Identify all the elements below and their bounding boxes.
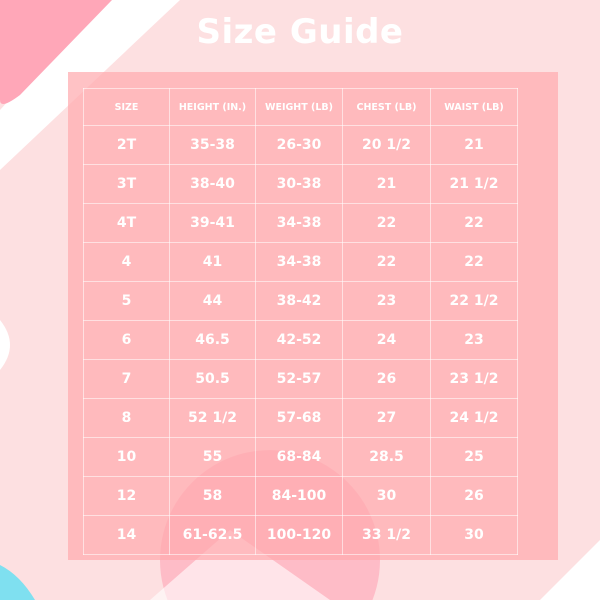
size-table-panel: SIZE HEIGHT (IN.) WEIGHT (LB) CHEST (LB) WAI… xyxy=(68,72,558,560)
table-cell: 58 xyxy=(169,476,256,516)
table-cell: 14 xyxy=(83,515,170,555)
table-cell: 30-38 xyxy=(255,164,343,204)
table-cell: 55 xyxy=(169,437,256,477)
table-cell: 27 xyxy=(342,398,431,438)
table-cell: 12 xyxy=(83,476,170,516)
table-cell: 2T xyxy=(83,125,170,165)
table-cell: 38-40 xyxy=(169,164,256,204)
table-cell: 42-52 xyxy=(255,320,343,360)
table-cell: 20 1/2 xyxy=(342,125,431,165)
table-cell: 22 1/2 xyxy=(430,281,518,321)
table-row: 12 58 84-100 30 26 xyxy=(83,476,518,516)
table-cell: 61-62.5 xyxy=(169,515,256,555)
table-cell: 44 xyxy=(169,281,256,321)
table-cell: 25 xyxy=(430,437,518,477)
table-cell: 34-38 xyxy=(255,203,343,243)
table-cell: 23 1/2 xyxy=(430,359,518,399)
column-header: WEIGHT (LB) xyxy=(255,88,343,126)
table-row: 5 44 38-42 23 22 1/2 xyxy=(83,281,518,321)
table-cell: 5 xyxy=(83,281,170,321)
table-cell: 24 xyxy=(342,320,431,360)
table-cell: 8 xyxy=(83,398,170,438)
table-cell: 26 xyxy=(342,359,431,399)
table-row: 4T 39-41 34-38 22 22 xyxy=(83,203,518,243)
table-row: 14 61-62.5 100-120 33 1/2 30 xyxy=(83,515,518,555)
white-bottom-shape xyxy=(150,530,330,600)
table-cell: 26 xyxy=(430,476,518,516)
column-header: SIZE xyxy=(83,88,170,126)
table-body: 2T 35-38 26-30 20 1/2 21 3T 38-40 30-38 21 21 1/2… xyxy=(83,125,518,555)
table-cell: 39-41 xyxy=(169,203,256,243)
table-cell: 3T xyxy=(83,164,170,204)
column-header: HEIGHT (IN.) xyxy=(169,88,256,126)
table-cell: 4 xyxy=(83,242,170,282)
table-cell: 23 xyxy=(342,281,431,321)
column-header: WAIST (LB) xyxy=(430,88,518,126)
table-cell: 35-38 xyxy=(169,125,256,165)
table-row: 6 46.5 42-52 24 23 xyxy=(83,320,518,360)
column-header: CHEST (LB) xyxy=(342,88,431,126)
table-cell: 22 xyxy=(430,242,518,282)
table-row: 3T 38-40 30-38 21 21 1/2 xyxy=(83,164,518,204)
table-row: 8 52 1/2 57-68 27 24 1/2 xyxy=(83,398,518,438)
table-cell: 46.5 xyxy=(169,320,256,360)
table-cell: 22 xyxy=(430,203,518,243)
cyan-corner-shape xyxy=(0,565,35,600)
table-cell: 21 xyxy=(430,125,518,165)
table-cell: 21 xyxy=(342,164,431,204)
header-row: SIZE HEIGHT (IN.) WEIGHT (LB) CHEST (LB) WAI… xyxy=(83,88,518,126)
table-cell: 10 xyxy=(83,437,170,477)
table-cell: 30 xyxy=(430,515,518,555)
table-cell: 52-57 xyxy=(255,359,343,399)
table-cell: 33 1/2 xyxy=(342,515,431,555)
table-row: 10 55 68-84 28.5 25 xyxy=(83,437,518,477)
table-cell: 26-30 xyxy=(255,125,343,165)
table-cell: 52 1/2 xyxy=(169,398,256,438)
table-cell: 21 1/2 xyxy=(430,164,518,204)
table-cell: 22 xyxy=(342,203,431,243)
table-row: 7 50.5 52-57 26 23 1/2 xyxy=(83,359,518,399)
table-cell: 100-120 xyxy=(255,515,343,555)
table-cell: 41 xyxy=(169,242,256,282)
table-cell: 23 xyxy=(430,320,518,360)
size-table: SIZE HEIGHT (IN.) WEIGHT (LB) CHEST (LB) WAI… xyxy=(83,88,518,555)
table-cell: 28.5 xyxy=(342,437,431,477)
white-corner-shape xyxy=(540,540,600,600)
table-row: 4 41 34-38 22 22 xyxy=(83,242,518,282)
table-cell: 57-68 xyxy=(255,398,343,438)
table-cell: 30 xyxy=(342,476,431,516)
table-cell: 6 xyxy=(83,320,170,360)
pink-corner-shape xyxy=(0,0,112,104)
table-cell: 34-38 xyxy=(255,242,343,282)
table-cell: 84-100 xyxy=(255,476,343,516)
table-cell: 22 xyxy=(342,242,431,282)
page-title: Size Guide xyxy=(196,12,404,52)
table-cell: 38-42 xyxy=(255,281,343,321)
table-cell: 4T xyxy=(83,203,170,243)
table-cell: 24 1/2 xyxy=(430,398,518,438)
table-row: 2T 35-38 26-30 20 1/2 21 xyxy=(83,125,518,165)
table-cell: 68-84 xyxy=(255,437,343,477)
table-cell: 7 xyxy=(83,359,170,399)
table-cell: 50.5 xyxy=(169,359,256,399)
white-left-notch xyxy=(0,320,10,370)
